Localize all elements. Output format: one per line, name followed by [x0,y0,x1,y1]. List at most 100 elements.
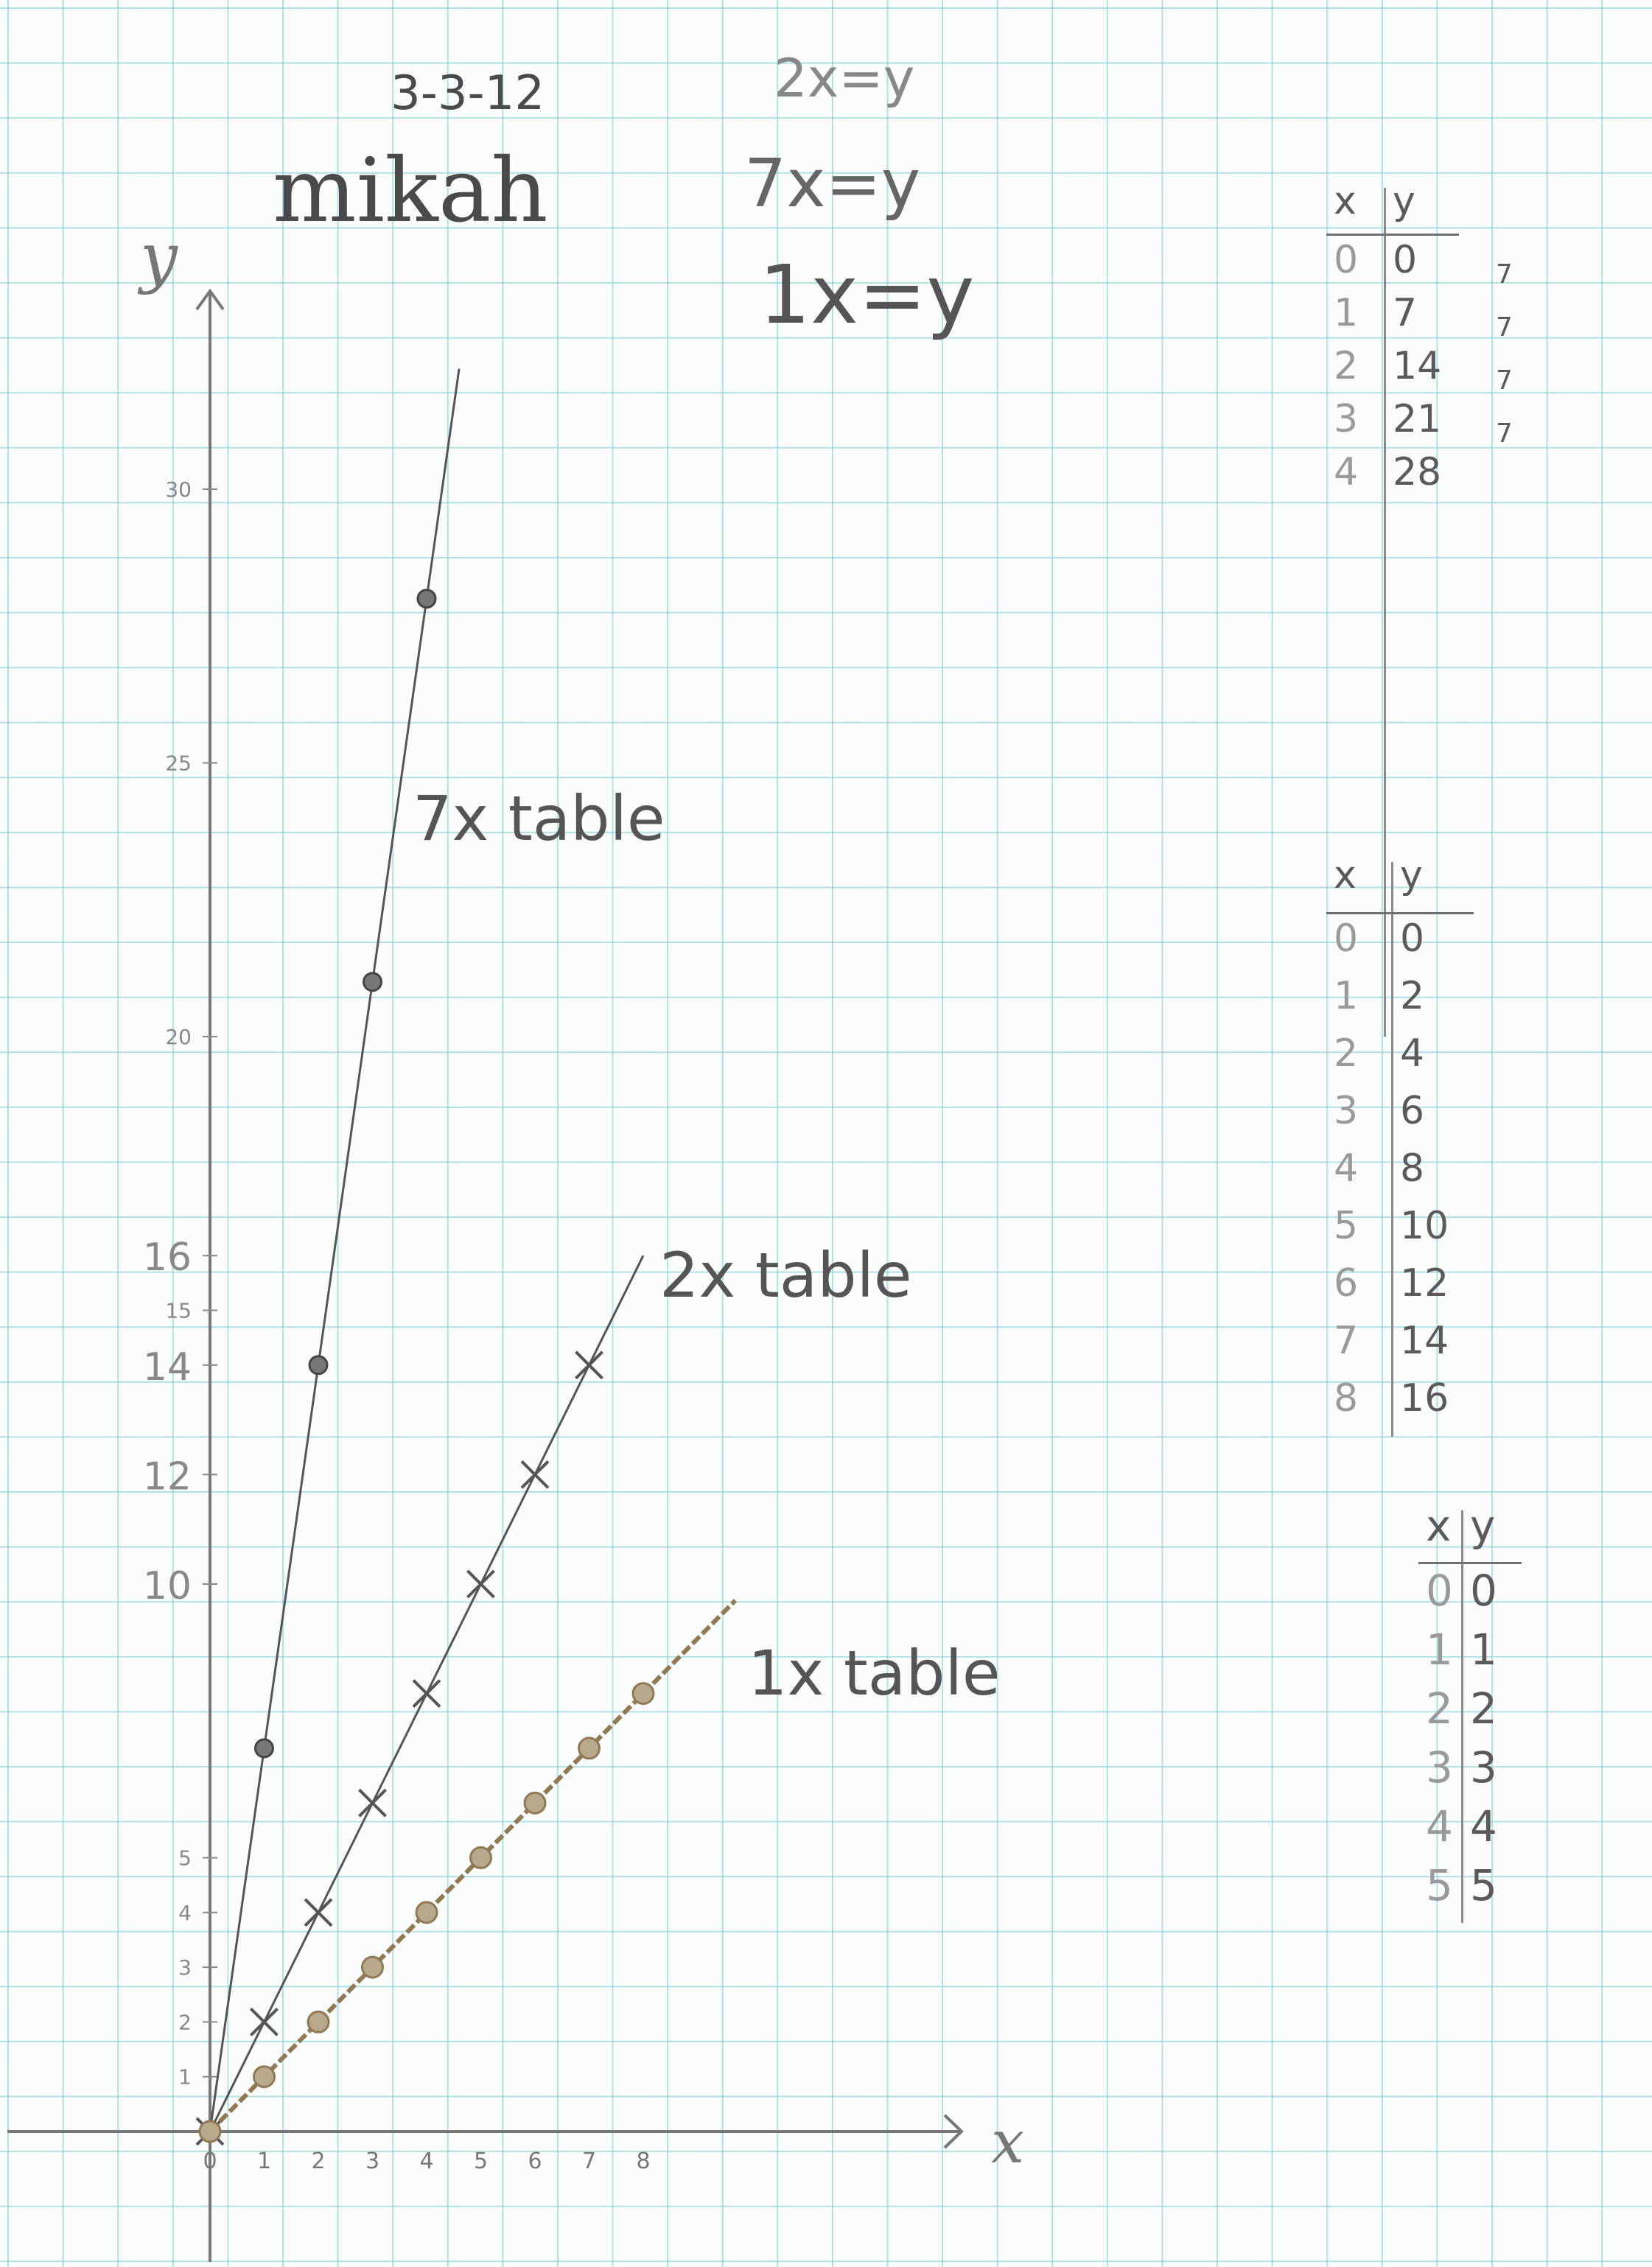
data-point [253,2065,276,2089]
table-header-cell: y [1400,853,1423,897]
y-tick-label: 16 [143,1236,192,1280]
data-point [308,1355,329,1376]
y-tick-label: 5 [178,1846,192,1871]
table-cell: 16 [1400,1376,1449,1420]
table-cell: 0 [1470,1566,1497,1616]
table-cell: 0 [1393,238,1418,282]
y-tick-label: 30 [165,477,192,502]
x-tick-label: 4 [419,2148,433,2174]
table-cell: 8 [1400,1146,1425,1191]
data-point [250,2007,279,2036]
table-cell: 0 [1334,917,1359,961]
x-tick-label: 5 [474,2148,488,2174]
series-label: 2x table [659,1239,912,1311]
table-cell: 5 [1470,1860,1497,1910]
table-cell: 3 [1470,1742,1497,1793]
data-point [578,1737,601,1760]
table-cell: 4 [1400,1031,1425,1076]
student-name: mikah [273,140,548,242]
table-cell: 28 [1393,450,1442,494]
series-line [208,1599,738,2134]
data-point [415,1901,438,1924]
x-tick-label: 7 [582,2148,596,2174]
table-cell: 5 [1334,1204,1359,1248]
y-axis-arrowhead [195,288,225,311]
table-cell: 1 [1470,1625,1497,1675]
table-cell: 6 [1334,1261,1359,1306]
table-header-cell: x [1334,179,1357,223]
data-point [523,1791,547,1815]
table-cell: 21 [1393,397,1442,441]
y-tick-label: 2 [178,2010,192,2034]
data-point [307,2010,330,2033]
axes: xy [7,219,1024,2262]
equation-2x: 2x=y [774,47,915,109]
data-point [466,1569,495,1599]
table-cell: 14 [1393,344,1442,388]
table-divider-horizontal [1326,912,1474,914]
data-point [416,589,437,609]
table-divider-vertical [1391,862,1393,1437]
data-point [469,1846,492,1869]
table-cell: 1 [1426,1625,1453,1675]
y-tick-label: 25 [165,751,192,776]
table-cell: 2 [1400,974,1425,1018]
y-tick-label: 10 [143,1564,192,1608]
series-label: 7x table [413,782,665,855]
data-point [520,1460,550,1489]
table-cell: 7 [1393,291,1418,335]
table-divider-vertical [1461,1510,1463,1923]
table-cell: 1 [1334,974,1359,1018]
table-cell: 0 [1426,1566,1453,1616]
data-point [631,1682,655,1706]
table-cell: 7 [1334,1319,1359,1363]
series-labels: 7x table 2x table 1x table [413,782,1001,1709]
y-tick-label: 4 [178,1901,192,1925]
y-axis-title: y [137,219,178,296]
data-point [361,1955,384,1979]
x-tick-label: 3 [365,2148,379,2174]
table-cell: 6 [1400,1089,1425,1133]
table-difference-note: 7 [1496,259,1513,290]
table-cell: 5 [1426,1860,1453,1910]
y-tick-label: 3 [178,1955,192,1980]
table-cell: 2 [1334,344,1359,388]
x-axis-title: x [991,2108,1024,2176]
table-header-cell: y [1393,179,1415,223]
table-cell: 2 [1470,1683,1497,1734]
y-tick-label: 1 [178,2065,192,2089]
data-point [575,1350,603,1380]
table-header-cell: y [1470,1501,1496,1551]
data-point [358,1788,387,1818]
x-axis-arrowhead [943,2114,964,2149]
table-difference-note: 7 [1496,365,1513,396]
series-label: 1x table [748,1637,1001,1709]
y-tick-label: 14 [143,1345,192,1390]
x-tick-label: 2 [311,2148,325,2174]
x-tick-label: 6 [528,2148,542,2174]
table-divider-horizontal [1418,1562,1522,1564]
y-tick-label: 20 [165,1025,192,1049]
table-cell: 0 [1334,238,1359,282]
table-cell: 4 [1426,1801,1453,1851]
equation-7x: 7x=y [744,145,921,223]
data-point [254,1738,274,1759]
table-difference-note: 7 [1496,418,1513,449]
table-divider-horizontal [1326,234,1459,236]
table-cell: 4 [1334,450,1359,494]
equation-1x: 1x=y [759,248,975,342]
table-cell: 2 [1334,1031,1359,1076]
x-tick-label: 8 [636,2148,650,2174]
table-cell: 14 [1400,1319,1449,1363]
table-cell: 0 [1400,917,1425,961]
table-difference-note: 7 [1496,312,1513,343]
table-cell: 3 [1334,1089,1359,1133]
y-tick-label: 12 [143,1454,192,1499]
x-tick-label: 0 [203,2148,217,2174]
table-cell: 12 [1400,1261,1449,1306]
table-cell: 3 [1334,397,1359,441]
data-point [304,1898,333,1927]
date-label: 3-3-12 [391,66,545,121]
